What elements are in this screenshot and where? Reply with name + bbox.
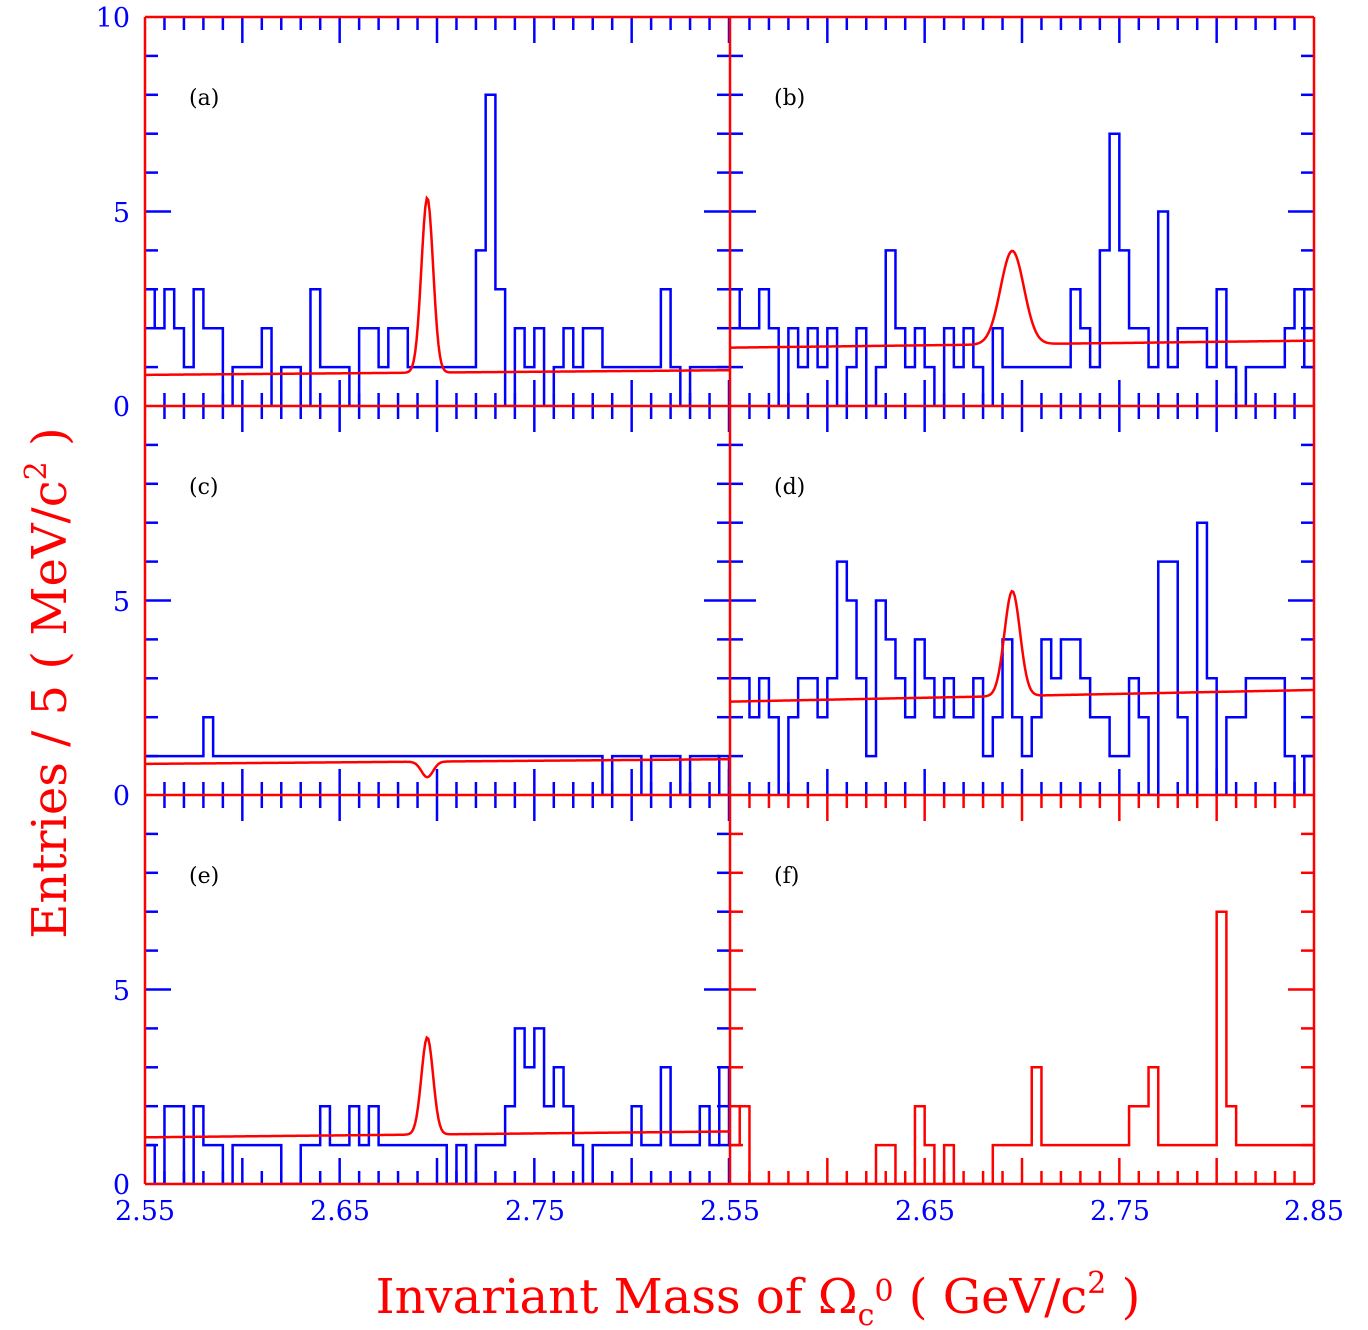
y-tick-label: 5 xyxy=(113,198,130,229)
panel-label: (a) xyxy=(189,86,219,111)
y-tick-label: 0 xyxy=(113,1170,130,1201)
x-tick-label: 2.55 xyxy=(700,1196,760,1227)
y-axis-title-close: ) xyxy=(22,427,78,461)
fit-curve-d xyxy=(730,589,1314,703)
frame-layer xyxy=(143,15,1316,1186)
fit-curve-a xyxy=(145,195,730,377)
panel-f xyxy=(730,910,1314,1184)
panel-a xyxy=(145,93,730,406)
panels-layer xyxy=(145,93,1314,1184)
x-axis-title-close: ) xyxy=(1106,1269,1140,1325)
y-tick-label: 0 xyxy=(113,781,130,812)
x-tick-label: 2.55 xyxy=(115,1196,175,1227)
y-axis-title-main: Entries / 5 ( MeV/c xyxy=(22,480,78,938)
x-tick-label: 2.75 xyxy=(505,1196,565,1227)
x-tick-label: 2.65 xyxy=(310,1196,370,1227)
fit-curve-c xyxy=(145,757,730,779)
panel-c xyxy=(145,715,730,795)
y-axis-title: Entries / 5 ( MeV/c2 ) xyxy=(19,427,78,938)
y-tick-label: 0 xyxy=(113,392,130,423)
panel-label: (b) xyxy=(774,86,805,111)
histogram-e xyxy=(145,1027,730,1184)
panel-e xyxy=(145,1027,730,1184)
histogram-b xyxy=(730,132,1314,406)
x-axis-title-sup0: 0 xyxy=(874,1274,893,1309)
histogram-d xyxy=(730,521,1314,795)
x-axis-title-sup2: 2 xyxy=(1087,1266,1106,1301)
fit-curve-b xyxy=(730,249,1314,349)
histogram-a xyxy=(145,93,730,406)
x-tick-label: 2.85 xyxy=(1284,1196,1344,1227)
panel-label: (d) xyxy=(774,475,805,500)
panel-label: (e) xyxy=(189,864,219,889)
histogram-f xyxy=(730,910,1314,1184)
panel-label: (f) xyxy=(774,864,799,889)
x-axis-title-main: Invariant Mass of Ω xyxy=(376,1269,858,1325)
fit-curve-e xyxy=(145,1035,730,1139)
x-axis-title-sub: c xyxy=(858,1298,875,1330)
panel-d xyxy=(730,521,1314,795)
y-tick-label: 5 xyxy=(113,587,130,618)
panel-b xyxy=(730,132,1314,406)
x-axis-title-paren: ( GeV/c xyxy=(894,1269,1088,1325)
x-tick-label: 2.65 xyxy=(895,1196,955,1227)
y-axis-title-sup: 2 xyxy=(19,461,54,480)
y-tick-label: 5 xyxy=(113,976,130,1007)
y-tick-label: 10 xyxy=(96,3,130,34)
x-axis-title: Invariant Mass of Ωc0 ( GeV/c2 ) xyxy=(376,1266,1141,1330)
labels-layer: (a) (b) (c) (d) (e) (f) 2.55 2.65 2.75 2.55 2.65 2.… xyxy=(96,3,1344,1227)
x-tick-label: 2.75 xyxy=(1090,1196,1150,1227)
panel-label: (c) xyxy=(189,475,219,500)
histogram-c xyxy=(145,715,730,795)
